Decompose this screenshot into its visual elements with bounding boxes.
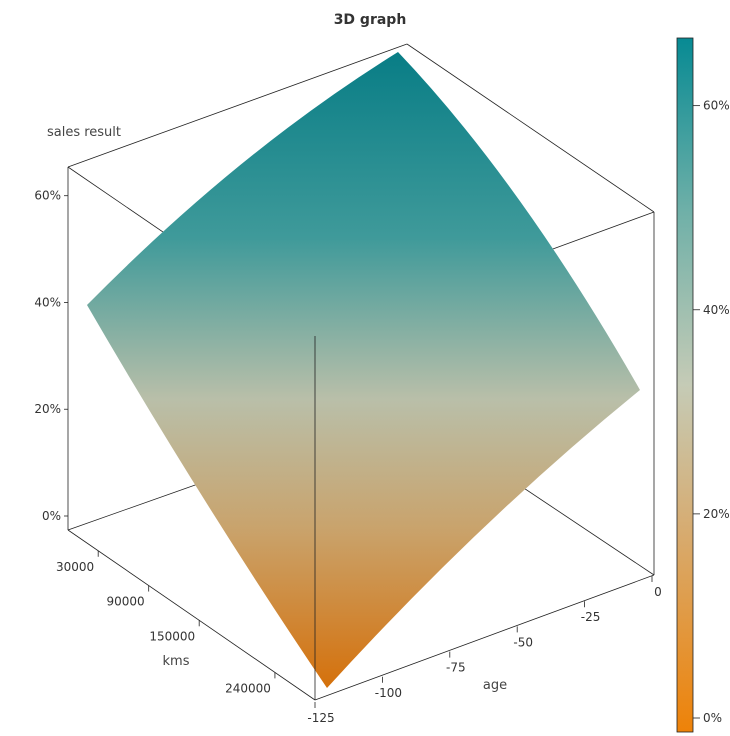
kms-tick-label: 30000 [56,560,94,574]
age-axis-label: age [483,678,507,693]
colorbar-ticks: 0% 20% 40% 60% [693,99,730,725]
age-tick-label: -25 [581,610,601,624]
age-tick-label: -125 [307,711,334,725]
z-tick-label: 40% [34,295,61,309]
age-tick-label: -100 [375,686,402,700]
z-axis: 0% 20% 40% 60% [34,189,68,523]
age-tick-label: -50 [513,635,533,649]
colorbar-tick-label: 20% [703,507,730,521]
age-axis: -125 -100 -75 -50 -25 0 [307,576,662,725]
kms-axis-label: kms [163,654,190,669]
z-tick-label: 60% [34,189,61,203]
surface [87,52,640,688]
z-axis-label: sales result [47,125,121,140]
age-tick-label: 0 [654,585,662,599]
kms-tick-label: 90000 [106,595,144,609]
kms-axis: 30000 90000 150000 240000 [56,550,276,695]
age-tick-label: -75 [446,661,466,675]
z-tick-label: 0% [42,509,61,523]
colorbar [676,37,694,733]
colorbar-tick-label: 60% [703,99,730,113]
chart-title: 3D graph [334,12,407,28]
box-front-edges [67,336,655,701]
kms-tick-label: 240000 [225,681,271,695]
colorbar-tick-label: 0% [703,711,722,725]
z-tick-label: 20% [34,402,61,416]
colorbar-tick-label: 40% [703,303,730,317]
kms-tick-label: 150000 [149,629,195,643]
